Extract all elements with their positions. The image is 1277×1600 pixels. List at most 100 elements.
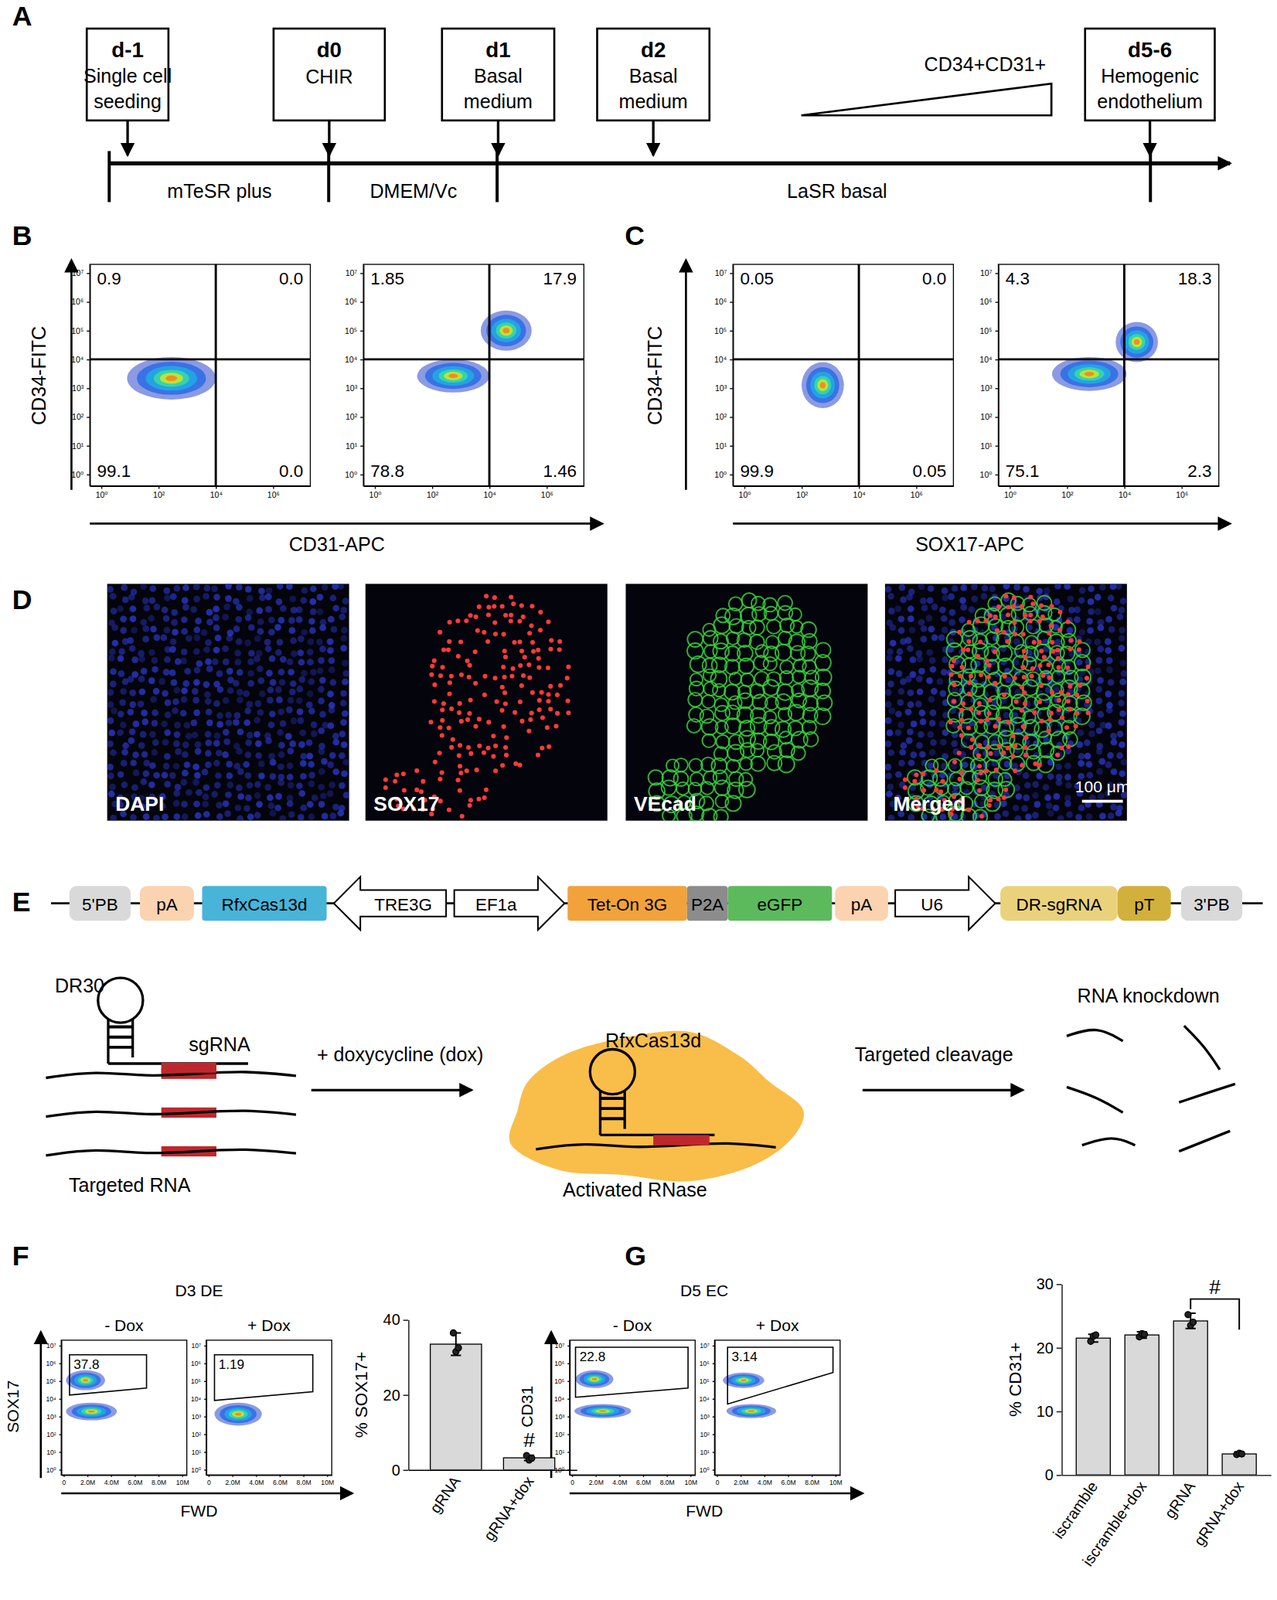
sox17-nucleus (449, 745, 454, 750)
sox17-nucleus (414, 768, 419, 774)
nucleus (927, 585, 935, 593)
junction (962, 669, 975, 682)
sox17-nucleus (1011, 595, 1017, 600)
sox17-nucleus (526, 728, 532, 734)
junction (814, 708, 831, 725)
quadrant-value: 75.1 (1005, 461, 1040, 481)
nucleus (237, 728, 245, 736)
quadrant-gate (997, 357, 1219, 361)
nucleus (269, 810, 277, 818)
nucleus (226, 667, 234, 675)
junction (701, 781, 714, 794)
sox17-nucleus (446, 807, 452, 813)
nucleus (275, 649, 283, 657)
sox17-nucleus (967, 691, 972, 697)
sox17-nucleus (1065, 665, 1070, 671)
sox17-nucleus (1049, 690, 1055, 695)
trend-label: CD34+CD31+ (924, 53, 1047, 75)
junction (738, 685, 752, 699)
nucleus (204, 749, 212, 757)
junction (763, 657, 777, 671)
nucleus (961, 761, 969, 769)
nucleus (173, 585, 181, 593)
sox17-nucleus (446, 639, 452, 644)
nucleus (192, 779, 200, 787)
sox17-nucleus (438, 673, 443, 678)
sox17-nucleus (466, 674, 472, 680)
nucleus (117, 771, 125, 779)
nucleus (213, 759, 221, 767)
nucleus (887, 667, 895, 675)
nucleus (204, 731, 212, 739)
nucleus (297, 635, 305, 643)
nucleus (201, 769, 209, 777)
nucleus (300, 670, 308, 678)
tick-mark (215, 486, 217, 490)
nucleus (255, 752, 263, 760)
sox17-nucleus (996, 604, 1002, 610)
nucleus (216, 711, 224, 719)
tick-mark (432, 486, 433, 490)
nucleus (110, 607, 118, 615)
nucleus (258, 594, 266, 602)
nucleus (338, 752, 346, 760)
nucleus (894, 605, 902, 613)
nucleus (257, 628, 265, 636)
sox17-nucleus (1065, 619, 1071, 624)
junction (997, 693, 1013, 709)
quadrant-value: 0.05 (739, 269, 774, 289)
nucleus (886, 648, 894, 656)
sox17-nucleus (522, 654, 528, 660)
nucleus (895, 655, 903, 663)
nucleus (267, 686, 275, 694)
nucleus (227, 687, 235, 695)
junction (1050, 745, 1065, 760)
sox17-nucleus (978, 672, 984, 678)
density-cloud (817, 379, 828, 392)
junction (972, 643, 989, 660)
sox17-nucleus (960, 647, 966, 653)
timeline-label: endothelium (1096, 90, 1203, 113)
nucleus (131, 784, 139, 792)
sox17-nucleus (1022, 654, 1028, 660)
micrograph: VEcad (625, 583, 868, 825)
tick-mark (158, 486, 160, 490)
nucleus (269, 710, 276, 718)
nucleus (161, 771, 169, 779)
junction (728, 672, 742, 685)
nucleus (204, 739, 212, 747)
nucleus (195, 789, 203, 797)
nucleus (206, 619, 214, 627)
tick-mark (729, 388, 733, 389)
nucleus (140, 667, 148, 675)
sox17-nucleus (1021, 632, 1026, 637)
timeline-label: medium (463, 90, 533, 113)
nucleus (1013, 638, 1021, 646)
nucleus (142, 769, 150, 777)
junction (973, 616, 990, 634)
nucleus (308, 708, 316, 716)
nucleus (137, 700, 145, 708)
tick-label: 10³ (980, 383, 993, 393)
nucleus (287, 668, 295, 676)
nucleus (1096, 748, 1104, 756)
density-cloud (146, 365, 198, 391)
nucleus (258, 690, 266, 698)
nucleus (307, 638, 315, 646)
sox17-nucleus (493, 675, 498, 681)
nucleus (194, 667, 201, 675)
panel-label: D (12, 584, 33, 616)
nucleus (253, 655, 261, 663)
tick-mark (1181, 486, 1183, 490)
nucleus (174, 783, 182, 791)
nucleus (116, 728, 124, 736)
nucleus (130, 626, 138, 634)
nucleus (928, 695, 936, 703)
nucleus (1078, 752, 1086, 760)
sox17-nucleus (437, 776, 443, 782)
tick-label: 10² (980, 412, 993, 422)
nucleus (330, 594, 338, 602)
density-cloud (491, 319, 522, 343)
nucleus (193, 709, 201, 717)
nucleus (1002, 711, 1010, 719)
